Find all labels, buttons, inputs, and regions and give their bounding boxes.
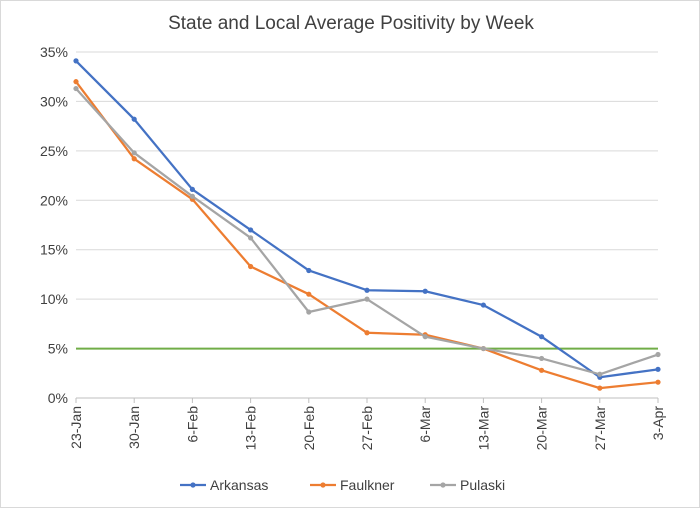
data-point xyxy=(422,288,428,294)
data-point xyxy=(364,330,370,336)
data-point xyxy=(597,371,603,377)
series-group xyxy=(73,58,661,391)
data-point xyxy=(539,334,545,340)
legend-marker xyxy=(190,482,196,488)
data-point xyxy=(364,296,370,302)
series-arkansas xyxy=(73,58,661,380)
data-point xyxy=(306,267,312,274)
series-line xyxy=(75,80,659,390)
legend-marker xyxy=(440,482,446,488)
data-point xyxy=(189,193,195,199)
series-pulaski xyxy=(73,85,661,377)
data-point xyxy=(597,385,603,391)
data-point xyxy=(306,309,312,315)
data-point xyxy=(306,291,312,297)
legend-marker xyxy=(320,482,326,488)
series-line xyxy=(75,60,659,379)
data-point xyxy=(73,85,79,92)
legend-item-faulkner: Faulkner xyxy=(310,477,395,493)
data-point xyxy=(480,345,486,352)
y-tick-label: 0% xyxy=(48,390,68,406)
legend-label: Pulaski xyxy=(460,477,505,493)
x-tick-label: 27-Mar xyxy=(592,406,608,451)
series-faulkner xyxy=(73,79,661,391)
x-tick-label: 13-Feb xyxy=(243,406,259,451)
data-point xyxy=(480,302,486,308)
gridlines xyxy=(76,51,658,399)
y-tick-label: 10% xyxy=(40,291,68,307)
data-point xyxy=(364,287,370,293)
legend: Arkansas Faulkner Pulaski xyxy=(180,477,505,493)
legend-label: Faulkner xyxy=(340,477,395,493)
data-point xyxy=(73,79,79,85)
y-tick-label: 15% xyxy=(40,242,68,258)
x-tick-label: 30-Jan xyxy=(126,406,142,449)
x-tick-label: 6-Feb xyxy=(184,406,200,443)
data-point xyxy=(248,263,254,270)
x-tick-label: 27-Feb xyxy=(359,406,375,451)
y-tick-label: 30% xyxy=(40,93,68,109)
data-point xyxy=(131,150,137,156)
data-point xyxy=(539,367,545,373)
chart-title: State and Local Average Positivity by We… xyxy=(168,13,534,34)
y-tick-label: 35% xyxy=(40,44,68,60)
legend-item-pulaski: Pulaski xyxy=(430,477,505,493)
data-point xyxy=(422,334,428,340)
data-point xyxy=(655,351,661,358)
x-tick-label: 20-Mar xyxy=(534,406,550,451)
data-point xyxy=(189,186,195,193)
data-point xyxy=(655,379,661,385)
x-tick-label: 6-Mar xyxy=(417,406,433,443)
data-point xyxy=(131,116,137,122)
y-tick-label: 20% xyxy=(40,192,68,208)
data-point xyxy=(539,355,545,362)
legend-label: Arkansas xyxy=(210,477,268,493)
x-tick-label: 23-Jan xyxy=(68,406,84,449)
data-point xyxy=(248,227,254,233)
y-axis-ticks: 0% 5% 10% 15% 20% 25% 30% 35% xyxy=(40,44,68,406)
data-point xyxy=(131,156,137,162)
x-tick-label: 20-Feb xyxy=(301,406,317,451)
data-point xyxy=(73,58,79,64)
x-tick-label: 3-Apr xyxy=(650,406,666,441)
x-tick-label: 13-Mar xyxy=(475,406,491,451)
legend-item-arkansas: Arkansas xyxy=(180,477,268,493)
data-point xyxy=(248,235,254,241)
x-axis-ticks: 23-Jan 30-Jan 6-Feb 13-Feb 20-Feb 27-Feb 6-Mar… xyxy=(68,398,666,450)
data-point xyxy=(655,366,661,372)
y-tick-label: 5% xyxy=(48,341,68,357)
y-tick-label: 25% xyxy=(40,143,68,159)
